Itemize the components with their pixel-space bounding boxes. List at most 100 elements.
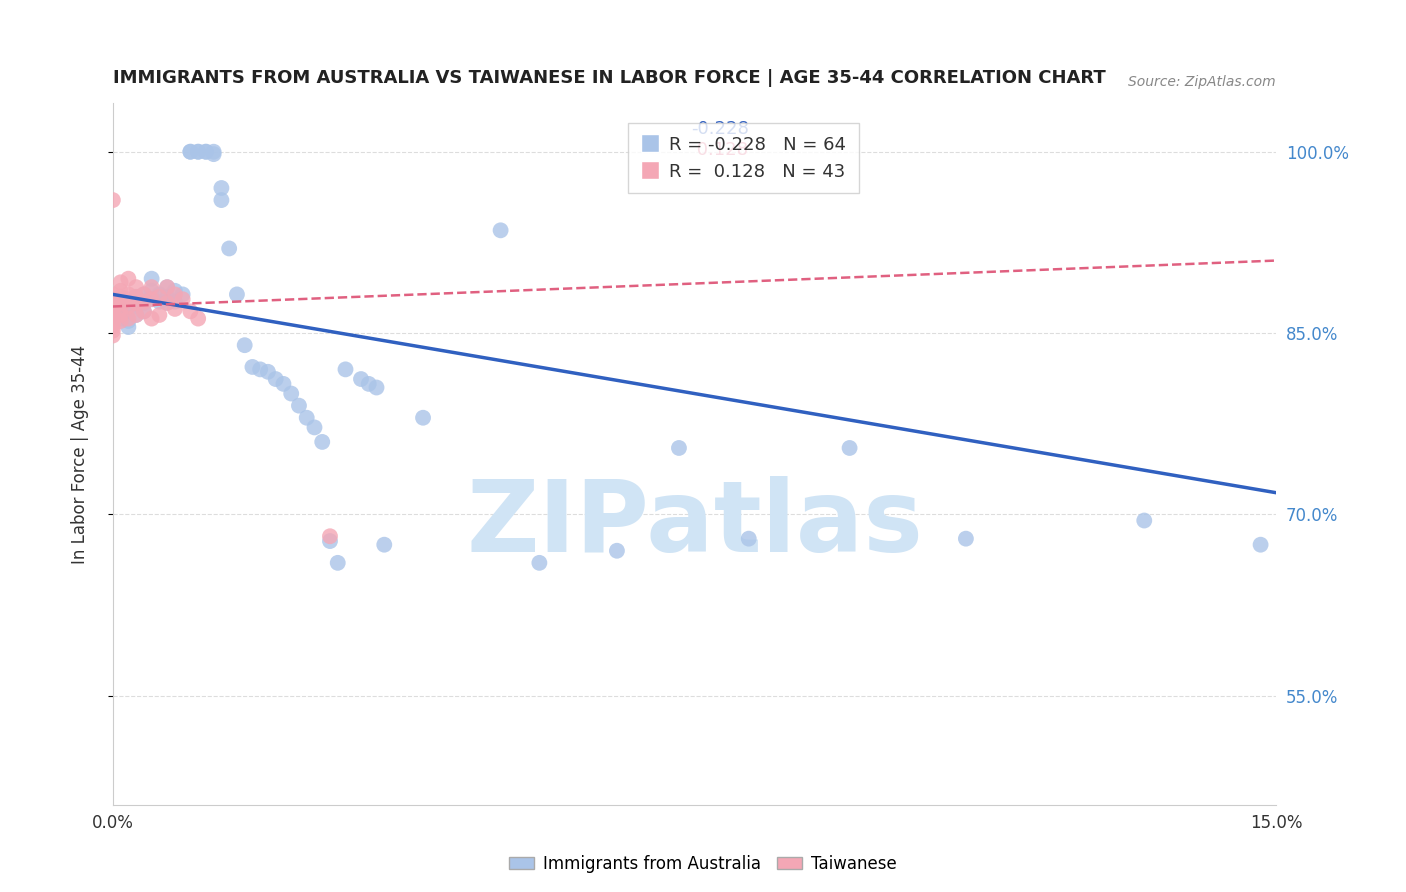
Point xyxy=(110,301,132,316)
Point xyxy=(955,532,977,546)
Point xyxy=(366,380,388,394)
Point xyxy=(350,372,373,386)
Point xyxy=(101,320,124,334)
Point xyxy=(357,376,380,391)
Point xyxy=(280,386,302,401)
Point xyxy=(101,287,124,301)
Point xyxy=(117,271,139,285)
Point xyxy=(105,296,128,310)
Point xyxy=(125,296,148,310)
Point xyxy=(125,290,148,304)
Point xyxy=(101,311,124,326)
Point xyxy=(132,294,155,309)
Point xyxy=(233,338,256,352)
Point xyxy=(117,311,139,326)
Point xyxy=(209,193,232,207)
Point xyxy=(373,538,395,552)
Point xyxy=(326,556,349,570)
Point xyxy=(163,284,186,298)
Point xyxy=(288,399,311,413)
Point xyxy=(226,287,249,301)
Point xyxy=(319,534,342,549)
Point xyxy=(117,292,139,306)
Point xyxy=(163,287,186,301)
Point xyxy=(156,280,179,294)
Point xyxy=(172,292,194,306)
Point xyxy=(202,147,225,161)
Point xyxy=(110,284,132,298)
Point xyxy=(132,287,155,301)
Point xyxy=(187,145,209,159)
Point xyxy=(117,314,139,328)
Point xyxy=(141,292,163,306)
Point xyxy=(125,296,148,310)
Point xyxy=(125,280,148,294)
Point xyxy=(125,308,148,322)
Point xyxy=(218,242,240,256)
Point xyxy=(110,301,132,316)
Point xyxy=(132,304,155,318)
Point xyxy=(110,308,132,322)
Point xyxy=(110,290,132,304)
Point xyxy=(125,308,148,322)
Point xyxy=(101,324,124,338)
Point xyxy=(163,301,186,316)
Point xyxy=(738,532,761,546)
Point xyxy=(148,308,170,322)
Point xyxy=(125,290,148,304)
Point xyxy=(273,376,295,391)
Point xyxy=(141,292,163,306)
Point xyxy=(132,296,155,310)
Point xyxy=(172,287,194,301)
Point xyxy=(156,280,179,294)
Point xyxy=(242,359,264,374)
Point xyxy=(101,292,124,306)
Point xyxy=(202,145,225,159)
Point xyxy=(179,145,201,159)
Point xyxy=(187,311,209,326)
Point xyxy=(141,280,163,294)
Point xyxy=(110,314,132,328)
Text: -0.228: -0.228 xyxy=(690,120,749,137)
Point xyxy=(1133,514,1156,528)
Text: ZIPatlas: ZIPatlas xyxy=(465,475,922,573)
Point xyxy=(209,181,232,195)
Y-axis label: In Labor Force | Age 35-44: In Labor Force | Age 35-44 xyxy=(72,344,89,564)
Point xyxy=(101,304,124,318)
Text: 0.128: 0.128 xyxy=(690,141,748,159)
Point xyxy=(295,410,318,425)
Point xyxy=(529,556,551,570)
Point xyxy=(110,296,132,310)
Point xyxy=(838,441,860,455)
Point xyxy=(141,284,163,298)
Point xyxy=(1250,538,1272,552)
Point xyxy=(311,434,333,449)
Point xyxy=(304,420,326,434)
Point xyxy=(249,362,271,376)
Point xyxy=(132,304,155,318)
Point xyxy=(141,271,163,285)
Point xyxy=(257,365,280,379)
Point xyxy=(148,290,170,304)
Point xyxy=(163,294,186,309)
Point xyxy=(156,296,179,310)
Point xyxy=(117,304,139,318)
Point xyxy=(412,410,434,425)
Point xyxy=(187,145,209,159)
Point xyxy=(148,287,170,301)
Point xyxy=(101,317,124,331)
Point xyxy=(110,311,132,326)
Point xyxy=(117,300,139,314)
Point xyxy=(132,287,155,301)
Point xyxy=(101,294,124,309)
Legend: Immigrants from Australia, Taiwanese: Immigrants from Australia, Taiwanese xyxy=(503,848,903,880)
Point xyxy=(179,145,201,159)
Point xyxy=(194,145,217,159)
Point xyxy=(101,300,124,314)
Point xyxy=(668,441,690,455)
Point xyxy=(141,311,163,326)
Point xyxy=(117,320,139,334)
Point xyxy=(194,145,217,159)
Point xyxy=(335,362,357,376)
Point xyxy=(101,328,124,343)
